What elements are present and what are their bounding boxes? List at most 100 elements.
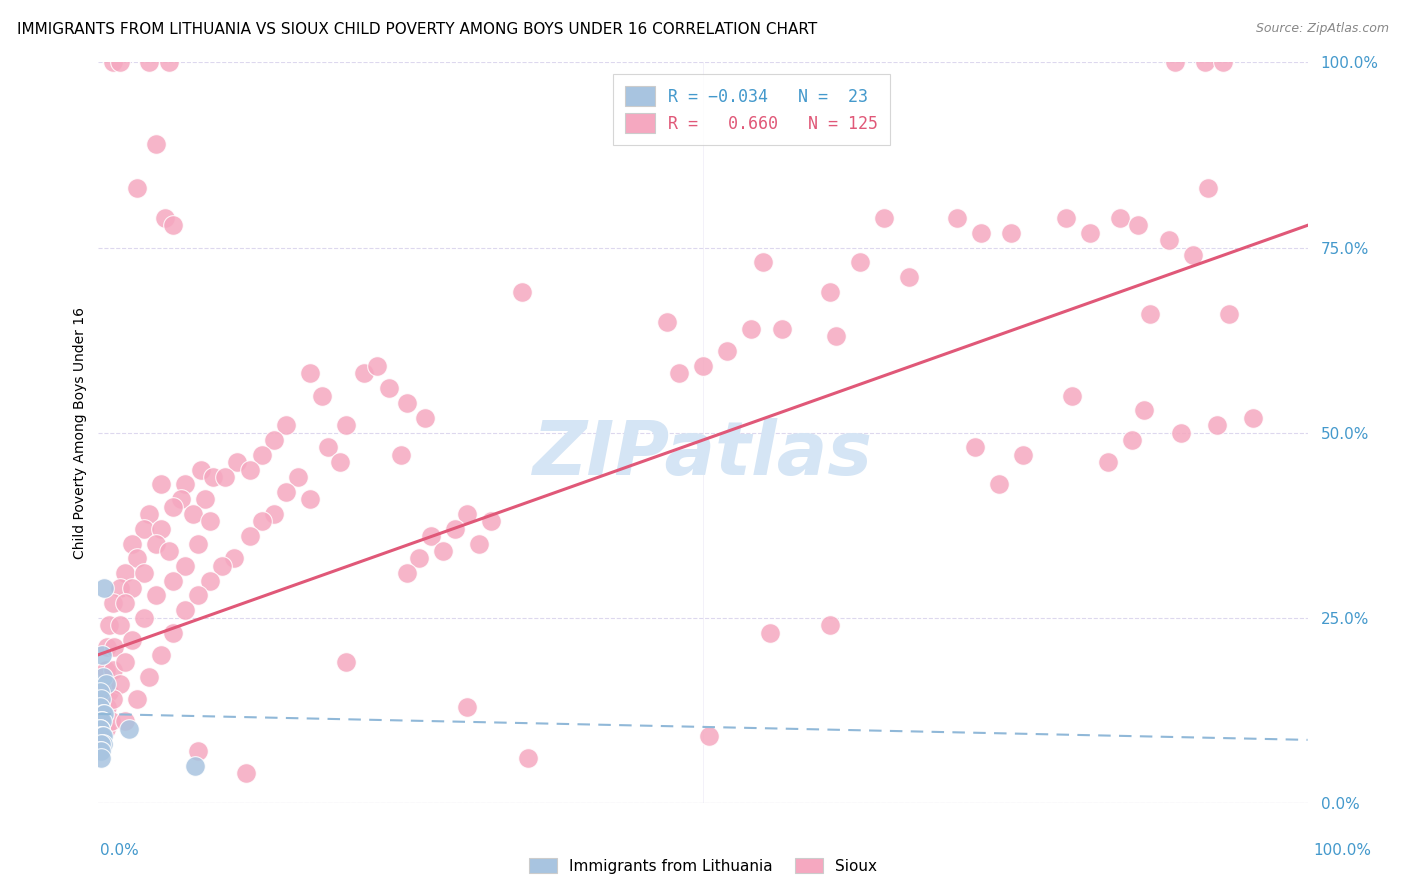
Point [138,55,160,70]
Point [353,367,375,381]
Point [432,544,454,558]
Point [716,344,738,359]
Point [516,751,538,765]
Point [198,574,221,588]
Point [94,722,117,736]
Point [413,410,436,425]
Point [1000,226,1022,240]
Point [239,462,262,476]
Point [90,744,112,758]
Point [90,737,112,751]
Point [145,536,167,550]
Point [211,558,233,573]
Point [239,529,262,543]
Point [226,455,249,469]
Point [194,492,217,507]
Point [108,55,131,70]
Point [752,255,775,269]
Point [108,581,131,595]
Point [873,211,896,225]
Text: 0.0%: 0.0% [100,843,139,858]
Point [988,477,1011,491]
Point [510,285,533,299]
Point [235,766,257,780]
Point [970,226,993,240]
Point [1128,219,1150,233]
Point [89,744,111,758]
Point [114,714,136,729]
Point [250,448,273,462]
Point [198,515,221,529]
Point [153,211,176,225]
Point [162,574,184,588]
Point [91,737,114,751]
Point [157,55,180,70]
Point [202,470,225,484]
Point [250,515,273,529]
Point [1121,433,1143,447]
Point [91,714,114,729]
Point [468,536,491,550]
Point [222,551,245,566]
Point [1206,418,1229,433]
Point [335,418,357,433]
Point [89,722,111,736]
Point [138,507,160,521]
Point [121,536,143,550]
Point [655,314,678,328]
Point [138,670,160,684]
Point [263,507,285,521]
Point [395,396,418,410]
Point [121,581,143,595]
Legend: R = −0.034   N =  23, R =   0.660   N = 125: R = −0.034 N = 23, R = 0.660 N = 125 [613,74,890,145]
Point [93,706,115,721]
Text: ZIPatlas: ZIPatlas [533,418,873,491]
Point [1241,410,1264,425]
Point [90,751,112,765]
Point [668,367,690,381]
Point [395,566,418,581]
Point [1194,55,1216,70]
Point [1060,388,1083,402]
Point [90,692,112,706]
Point [1097,455,1119,469]
Point [101,596,124,610]
Point [114,596,136,610]
Point [162,625,184,640]
Point [366,359,388,373]
Point [1181,248,1204,262]
Point [98,685,121,699]
Text: Source: ZipAtlas.com: Source: ZipAtlas.com [1256,22,1389,36]
Point [1212,55,1234,70]
Point [127,181,149,195]
Point [90,729,112,743]
Point [169,492,191,507]
Point [263,433,285,447]
Point [299,367,322,381]
Point [274,418,297,433]
Point [96,699,118,714]
Point [825,329,848,343]
Point [145,589,167,603]
Point [91,729,114,743]
Point [1170,425,1192,440]
Point [150,522,173,536]
Point [101,663,124,677]
Point [758,625,780,640]
Point [818,618,841,632]
Point [184,758,207,772]
Point [1078,226,1101,240]
Point [818,285,841,299]
Point [91,648,114,662]
Point [118,722,141,736]
Text: IMMIGRANTS FROM LITHUANIA VS SIOUX CHILD POVERTY AMONG BOYS UNDER 16 CORRELATION: IMMIGRANTS FROM LITHUANIA VS SIOUX CHILD… [17,22,817,37]
Point [114,566,136,581]
Point [692,359,714,373]
Point [174,558,197,573]
Point [187,744,209,758]
Point [187,589,209,603]
Point [1109,211,1132,225]
Point [114,655,136,669]
Point [150,648,173,662]
Point [101,692,124,706]
